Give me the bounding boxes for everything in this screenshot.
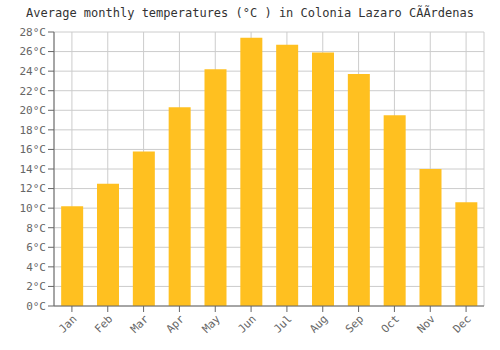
svg-text:18°C: 18°C xyxy=(20,124,47,137)
svg-text:14°C: 14°C xyxy=(20,163,47,176)
svg-text:0°C: 0°C xyxy=(26,300,46,313)
svg-text:16°C: 16°C xyxy=(20,143,47,156)
svg-text:28°C: 28°C xyxy=(20,26,47,39)
svg-text:6°C: 6°C xyxy=(26,241,46,254)
svg-text:Nov: Nov xyxy=(415,312,439,336)
svg-text:26°C: 26°C xyxy=(20,45,47,58)
svg-text:2°C: 2°C xyxy=(26,280,46,293)
svg-text:24°C: 24°C xyxy=(20,65,47,78)
svg-text:Feb: Feb xyxy=(92,312,115,335)
svg-text:12°C: 12°C xyxy=(20,182,47,195)
svg-text:Jan: Jan xyxy=(56,312,79,335)
svg-text:Oct: Oct xyxy=(379,312,402,335)
svg-text:May: May xyxy=(200,312,224,336)
svg-text:4°C: 4°C xyxy=(26,261,46,274)
svg-text:8°C: 8°C xyxy=(26,222,46,235)
svg-text:Jul: Jul xyxy=(271,312,294,335)
svg-text:Jun: Jun xyxy=(235,312,258,335)
svg-text:Sep: Sep xyxy=(343,312,366,335)
html-text:Average monthly temperatures (: Average monthly temperatures (°C ) in Co… xyxy=(26,6,474,20)
svg-text:Apr: Apr xyxy=(164,312,188,336)
svg-text:10°C: 10°C xyxy=(20,202,47,215)
svg-text:22°C: 22°C xyxy=(20,85,47,98)
svg-text:Mar: Mar xyxy=(128,312,152,336)
svg-text:Dec: Dec xyxy=(450,312,473,335)
svg-text:20°C: 20°C xyxy=(20,104,47,117)
svg-text:Aug: Aug xyxy=(307,312,330,335)
